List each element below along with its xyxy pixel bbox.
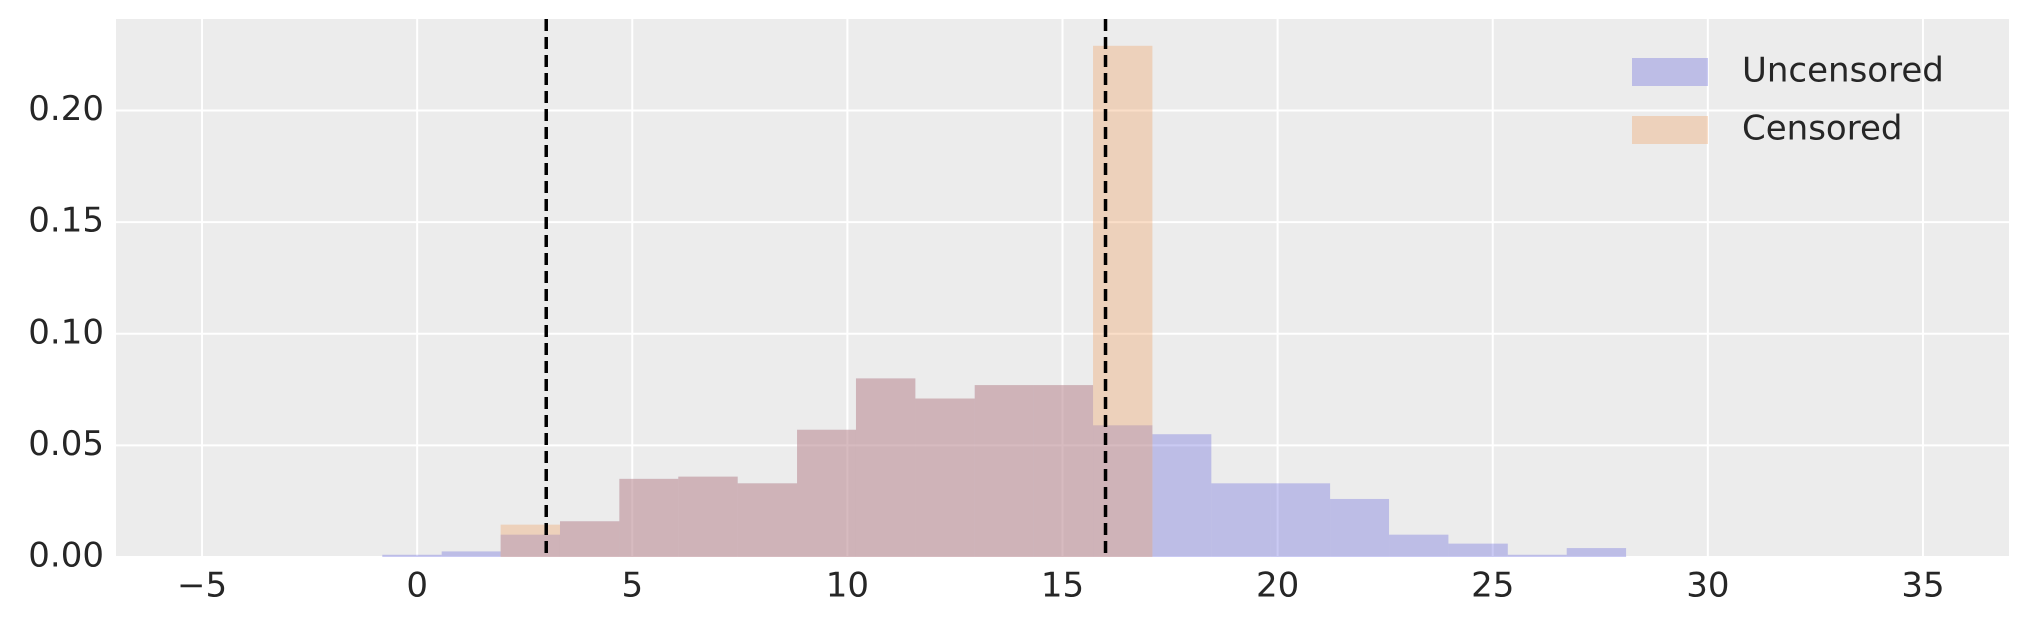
- histogram-bar: [559, 521, 620, 557]
- histogram-bar: [915, 398, 975, 557]
- histogram-bar: [915, 398, 975, 557]
- x-tick-label: 5: [621, 566, 643, 606]
- histogram-bar: [559, 521, 620, 557]
- histogram-bar: [1211, 483, 1271, 557]
- histogram-bar: [974, 385, 1034, 557]
- x-tick-label: 25: [1471, 566, 1514, 606]
- histogram-bar: [1270, 483, 1331, 557]
- histogram-bar: [619, 478, 679, 557]
- histogram-bar: [619, 478, 679, 557]
- histogram-bar: [441, 551, 501, 557]
- legend-label: Censored: [1742, 109, 1902, 149]
- legend-label: Uncensored: [1742, 51, 1944, 91]
- histogram-bar: [1389, 534, 1449, 557]
- histogram-bar: [974, 385, 1034, 557]
- x-tick-label: 10: [826, 566, 869, 606]
- histogram-bar: [1152, 434, 1212, 557]
- histogram-bar: [1033, 385, 1094, 557]
- histogram-bar: [1033, 385, 1094, 557]
- y-tick-label: 0.10: [28, 312, 104, 352]
- histogram-bar: [500, 524, 560, 557]
- y-tick-label: 0.15: [28, 201, 104, 241]
- y-tick-label: 0.00: [28, 536, 104, 576]
- x-tick-label: −5: [177, 566, 227, 606]
- x-tick-label: 35: [1901, 566, 1944, 606]
- histogram-bar: [797, 429, 856, 557]
- histogram-bar: [1330, 498, 1390, 557]
- y-tick-label: 0.20: [28, 89, 104, 129]
- legend-swatch: [1632, 58, 1708, 86]
- histogram-bar: [855, 378, 916, 557]
- legend-swatch: [1632, 116, 1708, 144]
- histogram-bar: [678, 476, 738, 557]
- histogram-bar: [737, 483, 798, 557]
- histogram-bar: [678, 476, 738, 557]
- x-tick-label: 20: [1256, 566, 1299, 606]
- histogram-bar: [737, 483, 798, 557]
- histogram-bar: [1093, 425, 1153, 557]
- x-tick-label: 30: [1686, 566, 1729, 606]
- histogram-bar: [1448, 543, 1508, 557]
- x-tick-label: 15: [1041, 566, 1084, 606]
- histogram-bar: [382, 554, 442, 557]
- histogram-bar: [1507, 554, 1567, 557]
- histogram-bar: [1566, 548, 1627, 557]
- x-tick-label: 0: [406, 566, 428, 606]
- histogram-bar: [855, 378, 916, 557]
- histogram-bar: [797, 429, 856, 557]
- y-tick-label: 0.05: [28, 424, 104, 464]
- histogram-bar: [1093, 45, 1153, 557]
